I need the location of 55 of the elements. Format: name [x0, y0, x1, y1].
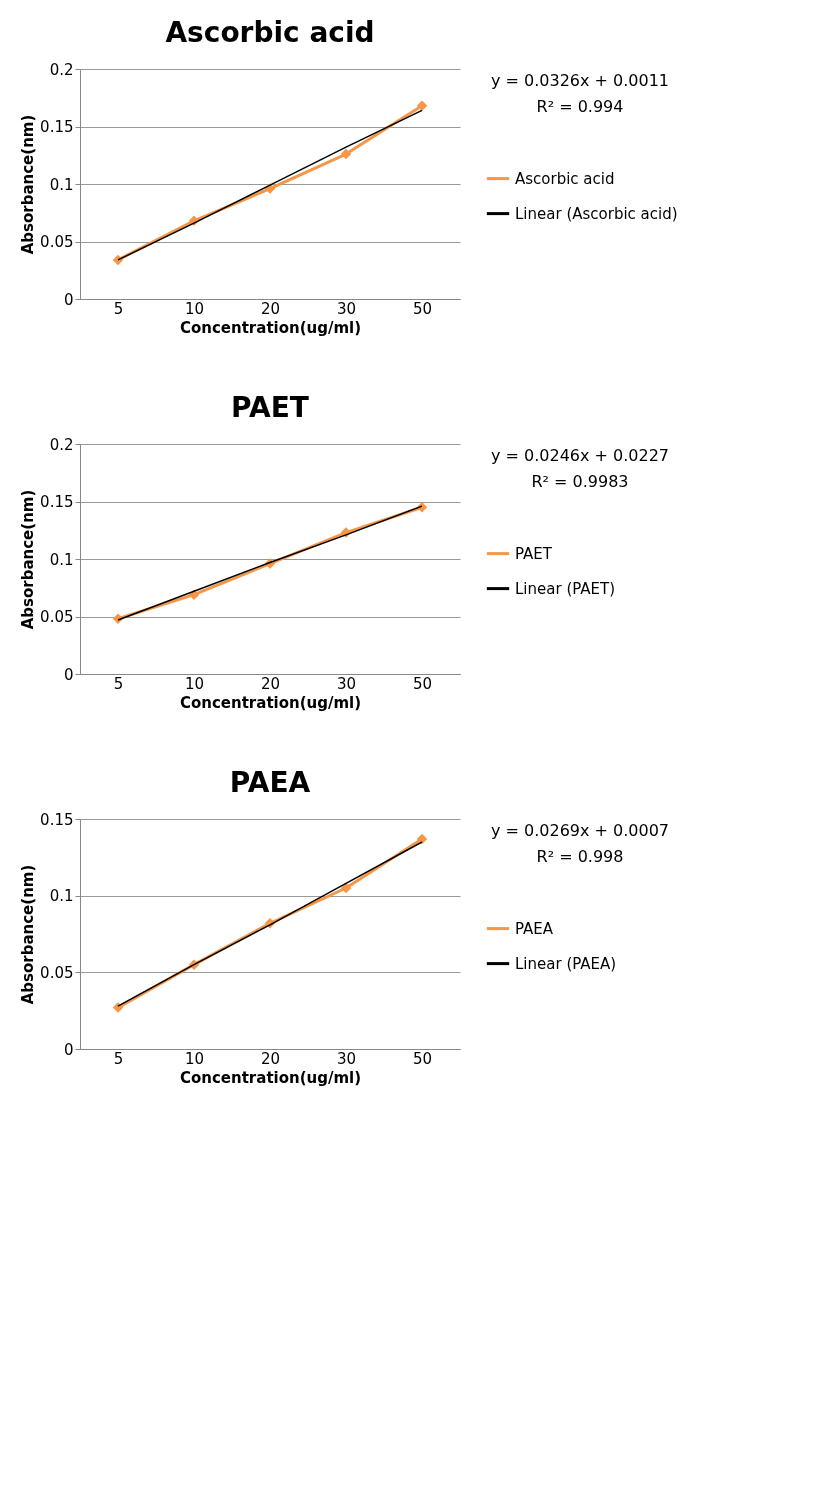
x-tick-label: 50 [412, 674, 433, 693]
text: R² = 0.998 [536, 847, 624, 866]
y-tick-label: 0.15 [40, 493, 74, 511]
point [112, 254, 124, 266]
x-tick-label: 20 [260, 299, 281, 318]
y-axis-title: Absorbance(nm) [19, 114, 38, 255]
text: y = 0.0269x + 0.0007 [490, 821, 670, 840]
legend-label: Linear (PAET) [515, 579, 616, 598]
y-tick-label: 0 [63, 1040, 74, 1059]
x-tick-label: 50 [412, 1049, 433, 1068]
y-tick-label: 0.15 [40, 810, 74, 829]
point [416, 100, 428, 112]
point [416, 833, 428, 845]
y-tick-label: 0.2 [49, 435, 74, 454]
x-tick-label: 30 [336, 1049, 357, 1068]
y-axis-title: Absorbance(nm) [19, 489, 38, 630]
x-tick-label: 5 [113, 299, 124, 318]
text: R² = 0.9983 [531, 472, 629, 491]
chart-title: Ascorbic acid [165, 16, 375, 49]
y-tick-label: 0.05 [40, 233, 74, 251]
x-tick-label: 10 [184, 299, 205, 318]
y-tick-label: 0.05 [40, 608, 74, 626]
legend-label: Linear (Ascorbic acid) [515, 204, 678, 223]
legend-label: Ascorbic acid [515, 169, 615, 188]
point [340, 882, 352, 894]
x-tick-label: 5 [113, 674, 124, 693]
y-tick-label: 0.2 [49, 60, 74, 79]
legend-label: Linear (PAEA) [515, 954, 617, 973]
y-tick-label: 0 [63, 290, 74, 309]
y-tick-label: 0.15 [40, 118, 74, 136]
x-tick-label: 30 [336, 299, 357, 318]
x-tick-label: 10 [184, 674, 205, 693]
y-tick-label: 0.05 [40, 963, 74, 982]
y-tick-label: 0.1 [49, 175, 74, 194]
x-tick-label: 5 [113, 1049, 124, 1068]
x-axis-title: Concentration(ug/ml) [179, 693, 362, 712]
text: R² = 0.994 [536, 97, 624, 116]
point [340, 148, 352, 160]
text: y = 0.0326x + 0.0011 [490, 71, 670, 90]
text: y = 0.0246x + 0.0227 [490, 446, 670, 465]
x-axis-title: Concentration(ug/ml) [179, 318, 362, 337]
chart-title: PAET [231, 391, 309, 424]
x-tick-label: 50 [412, 299, 433, 318]
y-tick-label: 0.1 [49, 887, 74, 906]
legend-label: PAET [515, 544, 553, 563]
y-tick-label: 0.1 [49, 550, 74, 569]
x-tick-label: 20 [260, 1049, 281, 1068]
x-axis-title: Concentration(ug/ml) [179, 1068, 362, 1087]
chart-title: PAEA [229, 766, 311, 799]
y-tick-label: 0 [63, 665, 74, 684]
y-axis-title: Absorbance(nm) [19, 864, 38, 1005]
x-tick-label: 30 [336, 674, 357, 693]
x-tick-label: 20 [260, 674, 281, 693]
legend-label: PAEA [515, 919, 554, 938]
x-tick-label: 10 [184, 1049, 205, 1068]
